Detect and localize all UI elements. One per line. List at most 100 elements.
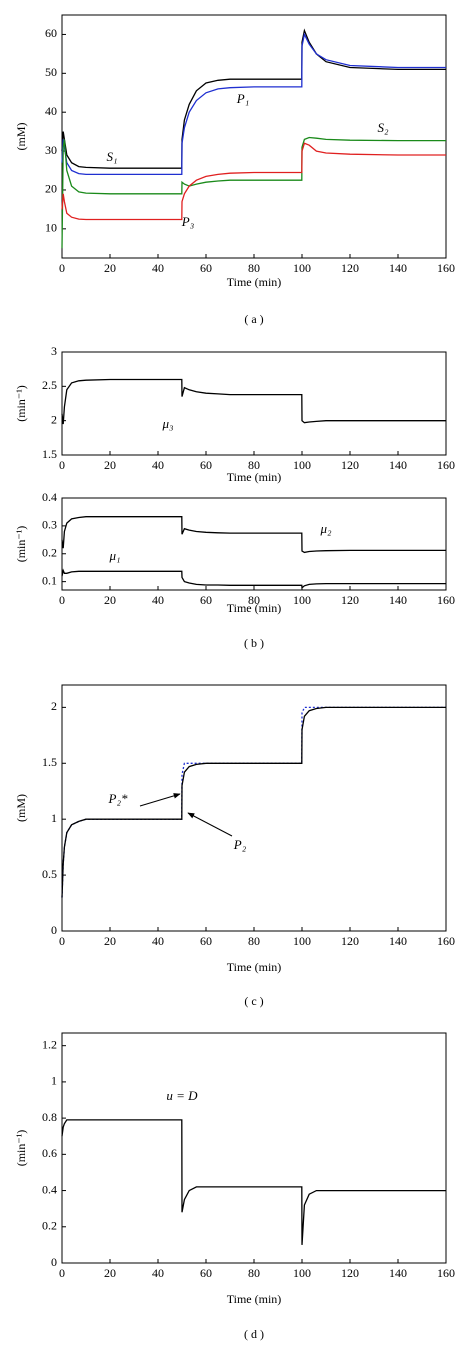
y-tick-label: 0.4 <box>42 1182 57 1196</box>
series-label: S₂ <box>377 120 389 135</box>
y-tick-label: 20 <box>45 182 57 196</box>
y-tick-label: 0.3 <box>42 518 57 532</box>
data-line <box>61 28 446 169</box>
x-tick-label: 160 <box>437 593 455 607</box>
y-tick-label: 0.8 <box>42 1110 57 1124</box>
x-tick-label: 100 <box>293 261 311 275</box>
y-tick-label: 1.5 <box>42 755 57 769</box>
y-tick-label: 0.5 <box>42 867 57 881</box>
data-line <box>61 378 446 425</box>
x-tick-label: 100 <box>293 1266 311 1280</box>
x-tick-label: 60 <box>200 934 212 948</box>
x-tick-label: 160 <box>437 261 455 275</box>
data-line <box>61 516 446 554</box>
x-tick-label: 40 <box>152 458 164 472</box>
series-label: μ₁ <box>108 548 120 563</box>
x-tick-label: 40 <box>152 1266 164 1280</box>
series-label: P₂ <box>233 837 247 852</box>
x-tick-label: 100 <box>293 593 311 607</box>
y-tick-label: 0.2 <box>42 1219 57 1233</box>
y-axis-label: (mM) <box>14 123 28 151</box>
x-tick-label: 20 <box>104 458 116 472</box>
x-tick-label: 160 <box>437 1266 455 1280</box>
x-tick-label: 100 <box>293 934 311 948</box>
x-tick-label: 80 <box>248 593 260 607</box>
plot-frame <box>61 14 447 259</box>
y-axis-label: (mM) <box>14 794 28 822</box>
x-tick-label: 0 <box>59 593 65 607</box>
y-tick-label: 1 <box>51 811 57 825</box>
y-tick-label: 1 <box>51 1074 57 1088</box>
x-tick-label: 120 <box>341 934 359 948</box>
series-label: u = D <box>166 1088 198 1103</box>
plot-frame <box>61 351 447 456</box>
y-tick-label: 40 <box>45 104 57 118</box>
data-line <box>61 136 446 249</box>
x-tick-label: 60 <box>200 1266 212 1280</box>
x-tick-label: 160 <box>437 934 455 948</box>
series-label: μ₂ <box>319 521 332 536</box>
y-tick-label: 0.4 <box>42 490 57 504</box>
x-tick-label: 140 <box>389 934 407 948</box>
x-tick-label: 20 <box>104 1266 116 1280</box>
y-axis-label: (min⁻¹) <box>14 526 28 563</box>
y-tick-label: 2 <box>51 699 57 713</box>
y-tick-label: 1.5 <box>42 447 57 461</box>
y-tick-label: 60 <box>45 26 57 40</box>
x-tick-label: 120 <box>341 458 359 472</box>
y-axis-label: (min⁻¹) <box>14 1130 28 1167</box>
x-tick-label: 40 <box>152 934 164 948</box>
x-tick-label: 0 <box>59 1266 65 1280</box>
panel-caption: ( b ) <box>244 636 264 650</box>
x-tick-label: 100 <box>293 458 311 472</box>
y-tick-label: 10 <box>45 221 57 235</box>
y-tick-label: 3 <box>51 344 57 358</box>
y-tick-label: 0 <box>51 1255 57 1269</box>
data-line <box>61 142 446 221</box>
x-tick-label: 20 <box>104 934 116 948</box>
panel-caption: ( a ) <box>244 312 263 326</box>
x-tick-label: 120 <box>341 1266 359 1280</box>
x-tick-label: 140 <box>389 261 407 275</box>
x-tick-label: 20 <box>104 593 116 607</box>
x-tick-label: 0 <box>59 261 65 275</box>
x-tick-label: 40 <box>152 261 164 275</box>
x-axis-label: Time (min) <box>227 601 282 615</box>
x-axis-label: Time (min) <box>227 960 282 974</box>
x-tick-label: 0 <box>59 458 65 472</box>
series-label: S₁ <box>106 149 117 164</box>
arrow <box>139 793 181 807</box>
data-line <box>61 706 446 898</box>
data-line <box>61 1119 446 1245</box>
x-tick-label: 140 <box>389 1266 407 1280</box>
x-tick-label: 40 <box>152 593 164 607</box>
y-tick-label: 2 <box>51 412 57 426</box>
x-tick-label: 80 <box>248 934 260 948</box>
x-tick-label: 120 <box>341 593 359 607</box>
x-tick-label: 60 <box>200 261 212 275</box>
series-label: P₂* <box>108 791 128 806</box>
data-line <box>61 706 446 898</box>
x-tick-label: 80 <box>248 458 260 472</box>
x-tick-label: 140 <box>389 458 407 472</box>
plot-frame <box>61 684 447 932</box>
plot-frame <box>61 1032 447 1264</box>
x-tick-label: 160 <box>437 458 455 472</box>
x-axis-label: Time (min) <box>227 275 282 289</box>
y-axis-label: (min⁻¹) <box>14 385 28 422</box>
x-tick-label: 0 <box>59 934 65 948</box>
x-tick-label: 80 <box>248 1266 260 1280</box>
y-tick-label: 0.6 <box>42 1146 57 1160</box>
x-tick-label: 20 <box>104 261 116 275</box>
panel-caption: ( d ) <box>244 1327 264 1341</box>
x-tick-label: 140 <box>389 593 407 607</box>
x-axis-label: Time (min) <box>227 1292 282 1306</box>
x-tick-label: 60 <box>200 458 212 472</box>
y-tick-label: 1.2 <box>42 1037 57 1051</box>
data-line <box>61 32 446 176</box>
x-tick-label: 120 <box>341 261 359 275</box>
y-tick-label: 50 <box>45 65 57 79</box>
y-tick-label: 30 <box>45 143 57 157</box>
series-label: P₃ <box>181 214 194 229</box>
